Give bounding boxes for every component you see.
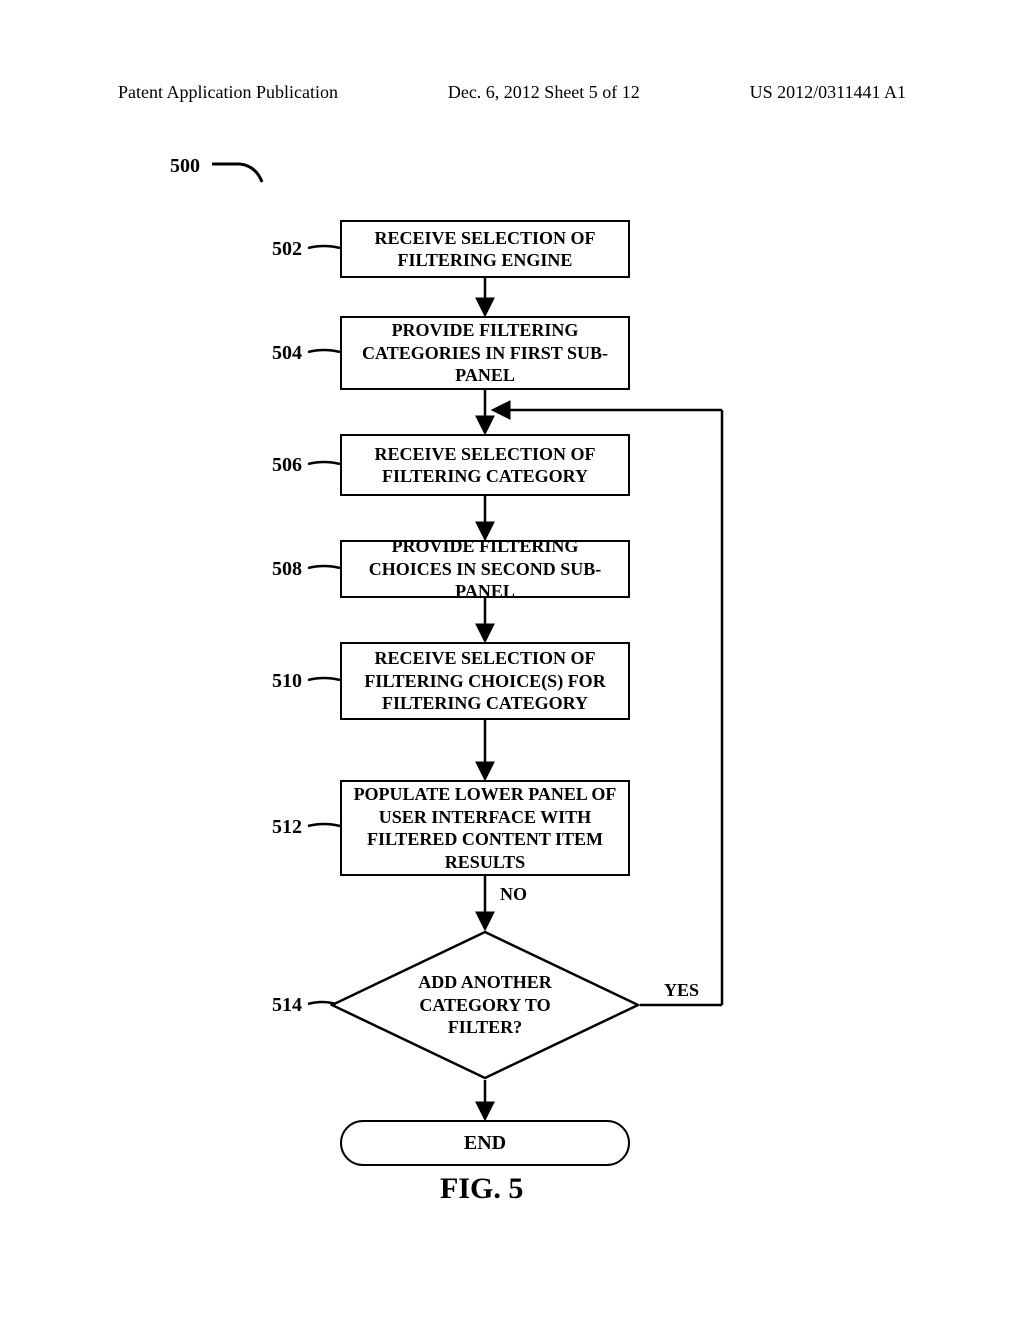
step-box-512: POPULATE LOWER PANEL OF USER INTERFACE W… [340, 780, 630, 876]
step-number-510: 510 [272, 670, 302, 693]
step-number-508: 508 [272, 558, 302, 581]
header-middle: Dec. 6, 2012 Sheet 5 of 12 [448, 82, 640, 103]
step-number-504: 504 [272, 342, 302, 365]
step-text: RECEIVE SELECTION OF FILTERING CATEGORY [352, 443, 618, 488]
decision-514: ADD ANOTHER CATEGORY TO FILTER? [330, 930, 640, 1080]
step-text: PROVIDE FILTERING CHOICES IN SECOND SUB-… [352, 535, 618, 603]
step-box-506: RECEIVE SELECTION OF FILTERING CATEGORY [340, 434, 630, 496]
step-number-506: 506 [272, 454, 302, 477]
step-text: RECEIVE SELECTION OF FILTERING ENGINE [352, 227, 618, 272]
figure-caption: FIG. 5 [440, 1172, 523, 1206]
edge-label-no: NO [500, 884, 527, 905]
page-header: Patent Application Publication Dec. 6, 2… [0, 82, 1024, 103]
step-number-514: 514 [272, 994, 302, 1017]
header-right: US 2012/0311441 A1 [750, 82, 906, 103]
step-text: PROVIDE FILTERING CATEGORIES IN FIRST SU… [352, 319, 618, 387]
step-text: POPULATE LOWER PANEL OF USER INTERFACE W… [352, 783, 618, 873]
step-number-512: 512 [272, 816, 302, 839]
step-box-504: PROVIDE FILTERING CATEGORIES IN FIRST SU… [340, 316, 630, 390]
step-box-508: PROVIDE FILTERING CHOICES IN SECOND SUB-… [340, 540, 630, 598]
figure-number: 500 [170, 155, 200, 178]
header-left: Patent Application Publication [118, 82, 338, 103]
terminator-end: END [340, 1120, 630, 1166]
decision-text: ADD ANOTHER CATEGORY TO FILTER? [390, 971, 580, 1039]
step-text: RECEIVE SELECTION OF FILTERING CHOICE(S)… [352, 647, 618, 715]
terminator-text: END [464, 1132, 506, 1155]
step-number-502: 502 [272, 238, 302, 261]
step-box-502: RECEIVE SELECTION OF FILTERING ENGINE [340, 220, 630, 278]
edge-label-yes: YES [664, 980, 699, 1001]
step-box-510: RECEIVE SELECTION OF FILTERING CHOICE(S)… [340, 642, 630, 720]
